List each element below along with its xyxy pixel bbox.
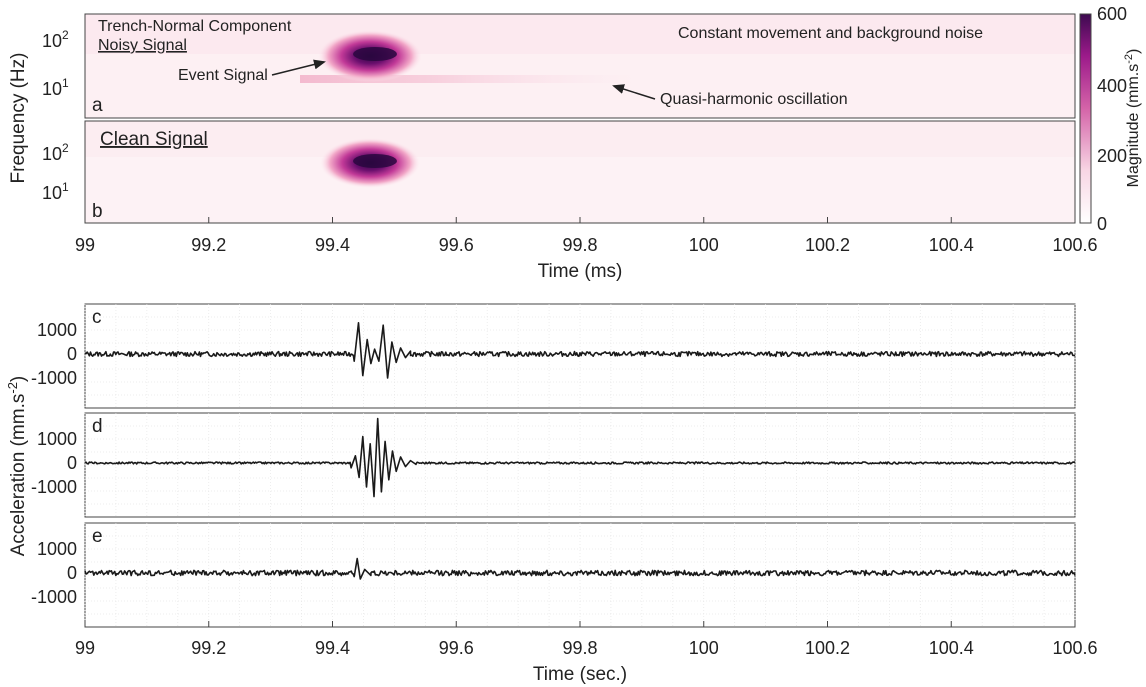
oscillation-annotation: Quasi-harmonic oscillation xyxy=(660,91,848,108)
panel-letter-c: c xyxy=(92,307,102,328)
wave-x-tick-label: 99 xyxy=(75,638,95,658)
wave-x-tick-label: 100.2 xyxy=(805,638,850,658)
event-annotation: Event Signal xyxy=(178,67,268,84)
spec-x-tick-label: 99.4 xyxy=(315,235,350,255)
wave-y-tick-label: -1000 xyxy=(31,587,77,607)
wave-x-tick-label: 99.4 xyxy=(315,638,350,658)
waveform-x-ticks: 99 99.2 99.4 99.6 99.8 100 100.2 100.4 100.6 xyxy=(75,621,1098,658)
colorbar: 600 400 200 0 Magnitude (mm.s-2) xyxy=(1079,4,1142,234)
wave-x-tick-label: 99.8 xyxy=(562,638,597,658)
waveform-series xyxy=(84,417,1076,498)
spectrogram-x-label: Time (ms) xyxy=(538,261,623,282)
wave-y-tick-label: 0 xyxy=(67,563,77,583)
oscillation-arrow xyxy=(612,84,656,100)
wave-x-tick-label: 100.4 xyxy=(929,638,974,658)
wave-x-tick-label: 100 xyxy=(689,638,719,658)
colorbar-gradient xyxy=(1079,13,1092,224)
waveform-panels: 1000 0 -1000 c 1000 0 -1000 d 1000 0 -1000 e xyxy=(31,303,1076,628)
y-tick-b-10: 101 xyxy=(42,180,69,203)
wave-y-tick-label: -1000 xyxy=(31,477,77,497)
wave-y-tick-label: 1000 xyxy=(37,539,77,559)
spec-x-tick-label: 99.8 xyxy=(562,235,597,255)
colorbar-tick-600: 600 xyxy=(1097,4,1127,24)
colorbar-tick-0: 0 xyxy=(1097,214,1107,234)
panel-letter-d: d xyxy=(92,416,103,437)
panel-letter-e: e xyxy=(92,526,103,547)
quasi-harmonic-band xyxy=(300,75,640,83)
spec-x-tick-label: 99.2 xyxy=(191,235,226,255)
spec-x-tick-label: 100 xyxy=(689,235,719,255)
panel-letter-b: b xyxy=(92,201,103,222)
waveform-panel-e: 1000 0 -1000 e xyxy=(31,522,1076,628)
waveform-panel-d: 1000 0 -1000 d xyxy=(31,412,1076,518)
panel-b-title: Clean Signal xyxy=(100,129,208,150)
spectrogram-y-label: Frequency (Hz) xyxy=(8,53,29,184)
spectrogram-y-ticks: 102 101 102 101 xyxy=(42,28,69,203)
spec-x-tick-label: 100.6 xyxy=(1052,235,1097,255)
wave-x-tick-label: 99.2 xyxy=(191,638,226,658)
panel-letter-a: a xyxy=(92,95,103,116)
wave-y-tick-label: -1000 xyxy=(31,368,77,388)
waveform-series xyxy=(84,557,1076,580)
spectrogram-x-ticks: 99 99.2 99.4 99.6 99.8 100 100.2 100.4 100.6 xyxy=(75,217,1098,255)
spec-x-tick-label: 100.2 xyxy=(805,235,850,255)
colorbar-label: Magnitude (mm.s-2) xyxy=(1123,49,1142,188)
spectrogram-panel-b: Clean Signal b xyxy=(84,120,1076,224)
colorbar-tick-400: 400 xyxy=(1097,76,1127,96)
y-tick-a-10: 101 xyxy=(42,76,69,99)
event-arrow xyxy=(271,59,326,76)
waveform-y-label: Acceleration (mm.s-2) xyxy=(5,376,29,557)
wave-y-tick-label: 1000 xyxy=(37,429,77,449)
panel-a-title-2: Noisy Signal xyxy=(98,37,187,54)
wave-x-tick-label: 100.6 xyxy=(1052,638,1097,658)
spec-x-tick-label: 99 xyxy=(75,235,95,255)
wave-y-tick-label: 0 xyxy=(67,453,77,473)
waveform-panel-c: 1000 0 -1000 c xyxy=(31,303,1076,409)
y-tick-b-100: 102 xyxy=(42,141,69,164)
wave-x-tick-label: 99.6 xyxy=(439,638,474,658)
noise-annotation: Constant movement and background noise xyxy=(678,25,983,42)
waveform-x-label: Time (sec.) xyxy=(533,664,627,685)
waveform-series xyxy=(84,322,1076,379)
spectrogram-panel-a: Trench-Normal Component Noisy Signal Con… xyxy=(84,13,1076,119)
y-tick-a-100: 102 xyxy=(42,28,69,51)
spec-x-tick-label: 99.6 xyxy=(439,235,474,255)
colorbar-tick-200: 200 xyxy=(1097,146,1127,166)
wave-y-tick-label: 0 xyxy=(67,344,77,364)
spec-x-tick-label: 100.4 xyxy=(929,235,974,255)
wave-y-tick-label: 1000 xyxy=(37,320,77,340)
panel-a-title-1: Trench-Normal Component xyxy=(98,18,292,35)
